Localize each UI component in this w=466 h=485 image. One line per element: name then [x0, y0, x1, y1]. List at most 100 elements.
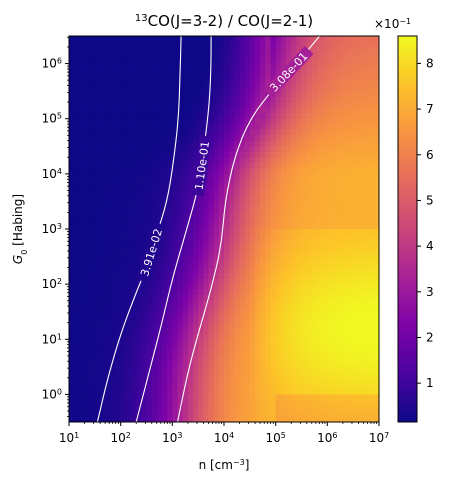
heatmap-cell — [224, 322, 230, 329]
heatmap-cell — [218, 201, 225, 208]
heatmap-cell — [332, 355, 339, 362]
heatmap-cell — [84, 179, 91, 186]
heatmap-cell — [296, 173, 303, 180]
heatmap-cell — [358, 344, 365, 351]
heatmap-cell — [348, 350, 354, 357]
heatmap-cell — [275, 41, 282, 48]
heatmap-cell — [249, 91, 256, 98]
heatmap-cell — [74, 350, 80, 357]
heatmap-cell — [136, 91, 142, 98]
heatmap-cell — [229, 157, 235, 164]
heatmap-cell — [234, 74, 241, 81]
heatmap-cell — [218, 162, 225, 169]
heatmap-cell — [239, 383, 246, 390]
heatmap-cell — [94, 339, 101, 346]
heatmap-cell — [368, 190, 375, 197]
heatmap-cell — [198, 107, 204, 114]
heatmap-cell — [363, 416, 370, 422]
heatmap-cell — [363, 168, 370, 175]
heatmap-cell — [105, 350, 111, 357]
heatmap-cell — [89, 173, 96, 180]
heatmap-cell — [74, 273, 80, 280]
heatmap-cell — [229, 273, 235, 280]
heatmap-cell — [187, 157, 194, 164]
heatmap-cell — [74, 124, 80, 131]
heatmap-cell — [105, 278, 111, 285]
heatmap-cell — [74, 96, 80, 103]
heatmap-cell — [125, 350, 132, 357]
heatmap-cell — [280, 383, 287, 390]
heatmap-cell — [105, 223, 111, 230]
heatmap-cell — [162, 372, 168, 379]
heatmap-cell — [131, 410, 137, 418]
heatmap-cell — [182, 317, 189, 324]
heatmap-cell — [373, 306, 379, 313]
heatmap-cell — [203, 300, 210, 307]
heatmap-cell — [363, 311, 370, 318]
heatmap-cell — [208, 212, 215, 219]
heatmap-cell — [337, 333, 344, 340]
heatmap-cell — [239, 113, 246, 120]
heatmap-cell — [172, 80, 179, 87]
heatmap-cell — [317, 245, 323, 252]
heatmap-cell — [162, 206, 168, 214]
heatmap-cell — [131, 344, 137, 351]
heatmap-cell — [353, 284, 359, 291]
y-tick-label: 103 — [42, 222, 62, 237]
heatmap-cell — [146, 190, 153, 197]
heatmap-cell — [84, 317, 91, 324]
heatmap-cell — [218, 366, 225, 373]
heatmap-cell — [167, 333, 173, 340]
heatmap-cell — [234, 328, 241, 335]
heatmap-cell — [115, 234, 122, 241]
heatmap-cell — [296, 262, 303, 269]
heatmap-cell — [280, 245, 287, 252]
heatmap-cell — [332, 322, 339, 329]
heatmap-cell — [172, 58, 179, 65]
heatmap-cell — [141, 52, 148, 59]
heatmap-cell — [286, 118, 292, 125]
heatmap-cell — [141, 124, 148, 131]
heatmap-cell — [146, 322, 153, 329]
heatmap-cell — [100, 256, 106, 263]
heatmap-cell — [172, 47, 179, 54]
heatmap-cell — [69, 41, 75, 48]
heatmap-cell — [89, 366, 96, 373]
heatmap-cell — [125, 80, 132, 87]
heatmap-cell — [322, 201, 328, 208]
heatmap-cell — [373, 190, 379, 197]
heatmap-cell — [162, 245, 168, 252]
heatmap-cell — [265, 102, 272, 109]
heatmap-cell — [358, 306, 365, 313]
heatmap-cell — [275, 372, 282, 379]
heatmap-cell — [275, 339, 282, 346]
heatmap-cell — [373, 173, 379, 180]
heatmap-cell — [275, 322, 282, 329]
heatmap-cell — [270, 195, 277, 203]
heatmap-cell — [94, 328, 101, 335]
heatmap-cell — [208, 377, 215, 384]
heatmap-cell — [280, 223, 287, 230]
heatmap-cell — [239, 124, 246, 131]
heatmap-cell — [249, 317, 256, 324]
heatmap-cell — [146, 206, 153, 214]
heatmap-cell — [79, 245, 86, 252]
heatmap-cell — [115, 256, 122, 263]
heatmap-cell — [182, 69, 189, 76]
heatmap-cell — [275, 399, 282, 407]
heatmap-cell — [84, 322, 91, 329]
heatmap-cell — [131, 388, 137, 396]
heatmap-cell — [151, 179, 158, 186]
heatmap-cell — [110, 118, 117, 125]
heatmap-cell — [270, 69, 277, 76]
heatmap-cell — [239, 58, 246, 65]
heatmap-cell — [79, 372, 86, 379]
heatmap-cell — [249, 146, 256, 153]
heatmap-cell — [94, 96, 101, 103]
heatmap-cell — [332, 190, 339, 197]
heatmap-cell — [291, 102, 297, 109]
heatmap-cell — [244, 350, 251, 357]
heatmap-cell — [373, 372, 379, 379]
heatmap-cell — [120, 96, 127, 103]
heatmap-cell — [156, 306, 163, 313]
